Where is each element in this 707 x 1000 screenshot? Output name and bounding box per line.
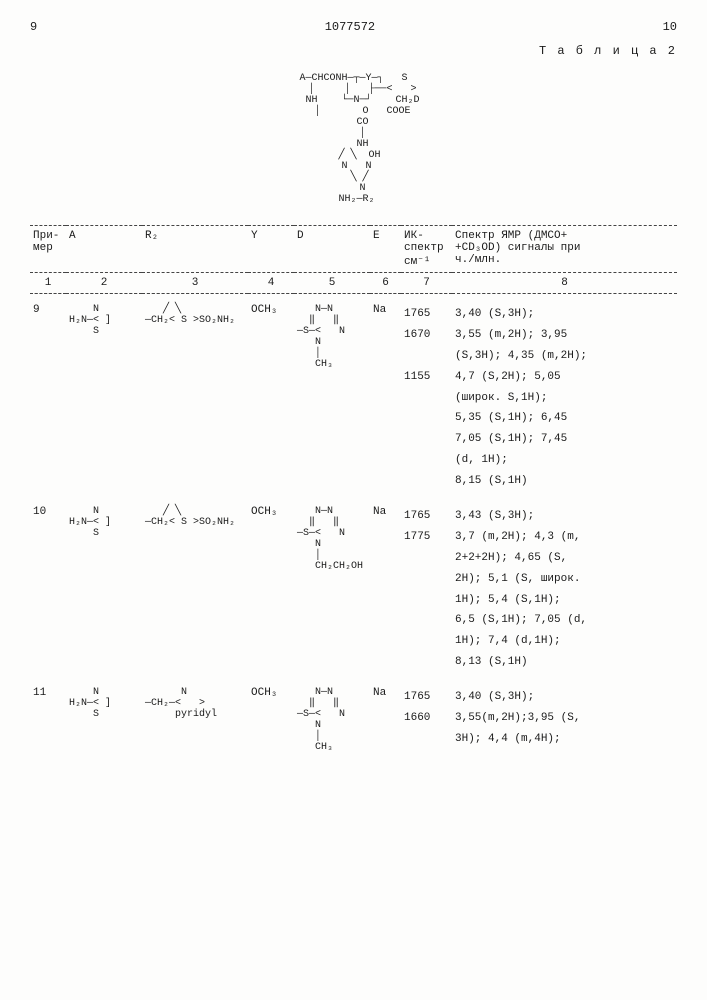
col-r2: R₂	[142, 226, 248, 273]
cell-y: OCH₃	[248, 496, 294, 677]
structure-line: NH₂—R₂	[30, 194, 677, 205]
cell-y: OCH₃	[248, 294, 294, 497]
cell-e: Na	[370, 496, 401, 677]
col-d: D	[294, 226, 370, 273]
structure-line: ╲ ╱	[30, 172, 677, 183]
cell-e: Na	[370, 294, 401, 497]
data-table: При- мер A R₂ Y D E ИК- спектр см⁻¹ Спек…	[30, 225, 677, 757]
structure-line: NH └─N─┘ CH₂D	[30, 95, 677, 106]
colnum: 6	[370, 273, 401, 294]
structure-line: ╱ ╲ OH	[30, 150, 677, 161]
cell-d: N—N ‖ ‖ —S—< N N │ CH₃	[294, 294, 370, 497]
cell-r2: ╱ ╲ —CH₂< S >SO₂NH₂	[142, 496, 248, 677]
cell-r2: N —CH₂—< > pyridyl	[142, 677, 248, 757]
cell-a: N H₂N—< ] S	[66, 677, 142, 757]
table-title: Т а б л и ц а 2	[30, 44, 677, 58]
structure-line: │ O COOE	[30, 106, 677, 117]
colnum: 8	[452, 273, 677, 294]
colnum: 2	[66, 273, 142, 294]
structure-line: │	[30, 128, 677, 139]
main-chemical-structure: A—CHCONH—┬—Y—┐ S │ │ ├──< > NH └─N─┘ CH₂…	[30, 73, 677, 205]
cell-example: 10	[30, 496, 66, 677]
column-number-row: 1 2 3 4 5 6 7 8	[30, 273, 677, 294]
structure-line: N	[30, 183, 677, 194]
structure-line: │ │ ├──< >	[30, 84, 677, 95]
page-num-right: 10	[663, 20, 677, 34]
cell-y: OCH₃	[248, 677, 294, 757]
colnum: 5	[294, 273, 370, 294]
cell-d: N—N ‖ ‖ —S—< N N │ CH₂CH₂OH	[294, 496, 370, 677]
cell-a: N H₂N—< ] S	[66, 294, 142, 497]
structure-line: A—CHCONH—┬—Y—┐ S	[30, 73, 677, 84]
col-e: E	[370, 226, 401, 273]
colnum: 1	[30, 273, 66, 294]
cell-ir: 1765 1670 1155	[401, 294, 452, 497]
page-header: 9 1077572 10	[30, 20, 677, 34]
cell-nmr: 3,43 (S,3H); 3,7 (m,2H); 4,3 (m, 2+2+2H)…	[452, 496, 677, 677]
structure-line: N N	[30, 161, 677, 172]
colnum: 3	[142, 273, 248, 294]
colnum: 7	[401, 273, 452, 294]
structure-line: CO	[30, 117, 677, 128]
cell-ir: 1765 1660	[401, 677, 452, 757]
cell-example: 11	[30, 677, 66, 757]
cell-example: 9	[30, 294, 66, 497]
page-num-left: 9	[30, 20, 37, 34]
cell-ir: 1765 1775	[401, 496, 452, 677]
cell-a: N H₂N—< ] S	[66, 496, 142, 677]
cell-nmr: 3,40 (S,3H); 3,55 (m,2H); 3,95 (S,3H); 4…	[452, 294, 677, 497]
colnum: 4	[248, 273, 294, 294]
table-body: 9 N H₂N—< ] S ╱ ╲ —CH₂< S >SO₂NH₂ OCH₃ N…	[30, 294, 677, 758]
cell-d: N—N ‖ ‖ —S—< N N │ CH₃	[294, 677, 370, 757]
col-y: Y	[248, 226, 294, 273]
col-example: При- мер	[30, 226, 66, 273]
cell-nmr: 3,40 (S,3H); 3,55(m,2H);3,95 (S, 3H); 4,…	[452, 677, 677, 757]
structure-line: NH	[30, 139, 677, 150]
cell-e: Na	[370, 677, 401, 757]
table-row: 9 N H₂N—< ] S ╱ ╲ —CH₂< S >SO₂NH₂ OCH₃ N…	[30, 294, 677, 497]
col-a: A	[66, 226, 142, 273]
table-row: 11 N H₂N—< ] S N —CH₂—< > pyridyl OCH₃ N…	[30, 677, 677, 757]
table-row: 10 N H₂N—< ] S ╱ ╲ —CH₂< S >SO₂NH₂ OCH₃ …	[30, 496, 677, 677]
cell-r2: ╱ ╲ —CH₂< S >SO₂NH₂	[142, 294, 248, 497]
col-nmr: Спектр ЯМР (ДМСО+ +CD₃OD) сигналы при ч.…	[452, 226, 677, 273]
header-row: При- мер A R₂ Y D E ИК- спектр см⁻¹ Спек…	[30, 226, 677, 273]
doc-number: 1077572	[325, 20, 375, 34]
col-ir: ИК- спектр см⁻¹	[401, 226, 452, 273]
